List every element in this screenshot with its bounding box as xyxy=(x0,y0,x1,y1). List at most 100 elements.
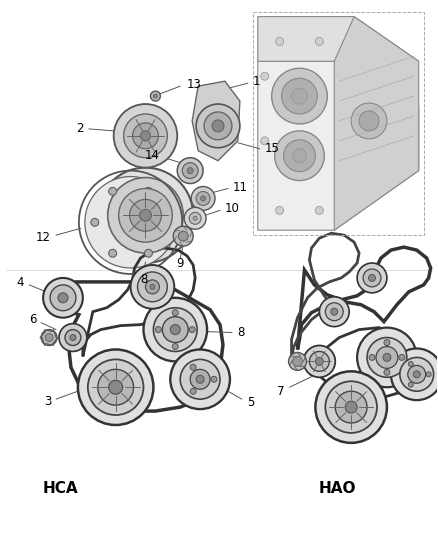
Circle shape xyxy=(384,340,390,345)
Circle shape xyxy=(399,354,405,360)
Circle shape xyxy=(276,37,283,45)
Circle shape xyxy=(170,350,230,409)
Circle shape xyxy=(325,303,343,321)
Circle shape xyxy=(162,317,188,343)
Circle shape xyxy=(357,328,417,387)
Circle shape xyxy=(98,369,134,405)
Circle shape xyxy=(315,372,387,443)
Circle shape xyxy=(180,359,220,399)
Circle shape xyxy=(408,361,413,367)
Circle shape xyxy=(196,375,204,383)
Circle shape xyxy=(413,371,420,378)
Circle shape xyxy=(368,274,375,281)
Circle shape xyxy=(363,269,381,287)
Circle shape xyxy=(50,285,76,311)
Text: 8: 8 xyxy=(140,273,147,286)
Circle shape xyxy=(325,381,377,433)
Circle shape xyxy=(335,391,367,423)
Circle shape xyxy=(144,298,207,361)
Circle shape xyxy=(91,219,99,226)
Circle shape xyxy=(315,358,323,365)
Circle shape xyxy=(108,177,183,253)
Circle shape xyxy=(292,88,307,104)
Circle shape xyxy=(145,187,152,195)
Circle shape xyxy=(150,91,160,101)
Circle shape xyxy=(88,359,144,415)
Circle shape xyxy=(187,168,193,174)
Polygon shape xyxy=(258,17,419,61)
Circle shape xyxy=(391,349,438,400)
Circle shape xyxy=(261,137,268,145)
Circle shape xyxy=(204,112,232,140)
Circle shape xyxy=(357,263,387,293)
Circle shape xyxy=(119,189,172,242)
Text: 11: 11 xyxy=(233,181,248,194)
Text: 15: 15 xyxy=(265,142,279,155)
Circle shape xyxy=(78,350,153,425)
Circle shape xyxy=(211,376,217,382)
Circle shape xyxy=(41,329,57,345)
Circle shape xyxy=(315,206,323,214)
Circle shape xyxy=(190,389,196,394)
Circle shape xyxy=(114,104,177,168)
Circle shape xyxy=(190,364,196,370)
Circle shape xyxy=(177,158,203,183)
Circle shape xyxy=(58,293,68,303)
Circle shape xyxy=(282,78,318,114)
Circle shape xyxy=(400,358,434,391)
Circle shape xyxy=(293,357,303,366)
Circle shape xyxy=(59,324,87,351)
Circle shape xyxy=(153,94,157,98)
Circle shape xyxy=(65,329,81,345)
Circle shape xyxy=(272,68,327,124)
Circle shape xyxy=(369,354,375,360)
Circle shape xyxy=(178,231,188,241)
Circle shape xyxy=(331,308,338,315)
Circle shape xyxy=(408,365,426,383)
Text: 7: 7 xyxy=(277,385,285,398)
Circle shape xyxy=(196,104,240,148)
Circle shape xyxy=(145,249,152,257)
Circle shape xyxy=(309,351,329,372)
Text: 1: 1 xyxy=(253,75,260,88)
Circle shape xyxy=(408,382,413,387)
Circle shape xyxy=(304,345,335,377)
Circle shape xyxy=(130,199,161,231)
Circle shape xyxy=(384,369,390,375)
Text: 5: 5 xyxy=(247,395,254,409)
Circle shape xyxy=(43,278,83,318)
Circle shape xyxy=(133,123,159,149)
Circle shape xyxy=(261,72,268,80)
Circle shape xyxy=(351,103,387,139)
Circle shape xyxy=(45,334,53,342)
Circle shape xyxy=(170,325,180,335)
Polygon shape xyxy=(192,81,240,160)
Circle shape xyxy=(131,265,174,309)
Circle shape xyxy=(150,285,155,289)
Circle shape xyxy=(182,163,198,179)
Circle shape xyxy=(109,380,123,394)
Circle shape xyxy=(162,219,170,226)
Circle shape xyxy=(426,372,431,377)
Circle shape xyxy=(155,327,161,333)
Circle shape xyxy=(193,216,197,220)
Circle shape xyxy=(141,131,150,141)
Circle shape xyxy=(376,346,398,368)
Circle shape xyxy=(145,280,159,294)
Polygon shape xyxy=(258,61,419,230)
Circle shape xyxy=(190,369,210,389)
Circle shape xyxy=(367,337,407,377)
Circle shape xyxy=(189,327,195,333)
Circle shape xyxy=(196,191,210,205)
Text: 12: 12 xyxy=(36,231,51,244)
Text: HCA: HCA xyxy=(43,481,79,496)
Circle shape xyxy=(140,209,152,221)
Circle shape xyxy=(172,343,178,350)
Circle shape xyxy=(184,207,206,229)
Text: 9: 9 xyxy=(177,256,184,270)
Circle shape xyxy=(173,226,193,246)
Text: 4: 4 xyxy=(17,277,24,289)
Text: 10: 10 xyxy=(225,202,240,215)
Circle shape xyxy=(383,353,391,361)
Circle shape xyxy=(319,297,349,327)
